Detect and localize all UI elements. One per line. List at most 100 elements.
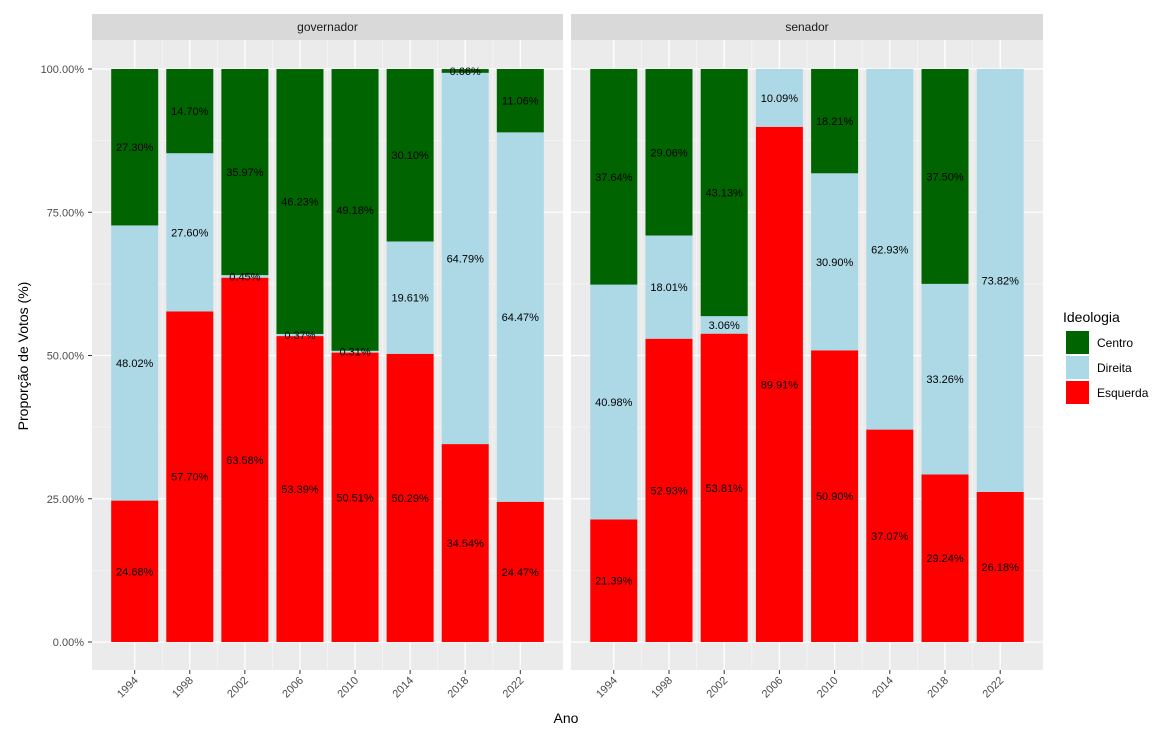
bar-direita xyxy=(166,153,214,312)
bar-direita xyxy=(590,284,638,520)
facet-strip xyxy=(92,14,563,40)
legend-label-centro: Centro xyxy=(1097,336,1133,350)
bar-esquerda xyxy=(331,352,379,642)
bar-esquerda xyxy=(921,474,969,642)
data-label: 34.54% xyxy=(447,538,485,550)
bar-direita xyxy=(331,350,379,353)
bar-direita xyxy=(221,275,269,278)
panel-senador: senador 21.39% 40.98% 37.64% 52.93% 18.01% 29.… xyxy=(571,14,1043,700)
bar-esquerda xyxy=(441,444,489,642)
data-label: 37.07% xyxy=(871,531,909,543)
data-label: 18.01% xyxy=(650,282,688,294)
bar-direita xyxy=(811,173,859,351)
x-axis-title: Ano xyxy=(554,710,579,726)
bar-centro xyxy=(590,68,638,285)
data-label: 37.50% xyxy=(926,171,964,183)
bar-direita xyxy=(755,69,803,127)
x-tick-label: 2006 xyxy=(760,675,786,701)
data-label: 50.90% xyxy=(816,491,854,503)
data-label: 27.60% xyxy=(171,227,209,239)
x-tick-label: 2002 xyxy=(225,675,251,701)
data-label: 14.70% xyxy=(171,106,209,118)
bar-esquerda xyxy=(866,429,914,642)
data-label: 35.97% xyxy=(226,167,264,179)
bar-centro xyxy=(496,69,544,133)
bar-centro xyxy=(111,69,159,226)
data-label: 73.82% xyxy=(982,275,1020,287)
data-label: 10.09% xyxy=(761,93,799,105)
x-tick-label: 1994 xyxy=(594,675,620,701)
bar-esquerda xyxy=(221,277,269,642)
data-label: 53.39% xyxy=(281,484,319,496)
y-axis-title: Proporção de Votos (%) xyxy=(15,282,31,431)
bar-esquerda xyxy=(276,336,324,642)
bar-centro xyxy=(221,69,269,276)
x-tick-label: 1994 xyxy=(115,675,141,701)
data-label: 50.51% xyxy=(336,492,374,504)
bar-direita xyxy=(645,235,693,339)
y-tick-label: 100.00% xyxy=(41,64,85,76)
legend-label-esquerda: Esquerda xyxy=(1097,386,1149,400)
y-tick-label: 75.00% xyxy=(47,207,85,219)
bar-esquerda xyxy=(755,126,803,643)
bar-esquerda xyxy=(976,491,1024,642)
data-label: 89.91% xyxy=(761,379,799,391)
data-label: 43.13% xyxy=(706,188,744,200)
bar-direita xyxy=(496,132,544,502)
bar-centro xyxy=(921,69,969,284)
data-label: 53.81% xyxy=(706,483,744,495)
legend-label-direita: Direita xyxy=(1097,361,1132,375)
data-label: 29.24% xyxy=(926,553,964,565)
data-label: 48.02% xyxy=(116,358,154,370)
data-label: 19.61% xyxy=(391,293,429,305)
bar-esquerda xyxy=(811,350,859,642)
bar-centro xyxy=(331,69,379,351)
data-label: 24.47% xyxy=(502,567,540,579)
y-tick-label: 50.00% xyxy=(47,351,85,363)
facet-strip-label: senador xyxy=(785,20,828,34)
data-label: 30.10% xyxy=(391,150,429,162)
bar-direita xyxy=(866,69,914,430)
y-axis: 0.00% 25.00% 50.00% 75.00% 100.00% xyxy=(41,64,92,649)
x-tick-label: 2014 xyxy=(870,675,896,701)
x-tick-label: 2018 xyxy=(925,675,951,701)
bar-centro xyxy=(276,69,324,334)
data-label: 24.68% xyxy=(116,566,154,578)
x-tick-label: 2010 xyxy=(815,675,841,701)
data-label: 26.18% xyxy=(982,562,1020,574)
bar-esquerda xyxy=(700,333,748,642)
bar-direita xyxy=(111,225,159,501)
data-label: 0.45% xyxy=(229,271,260,283)
x-tick-label: 2010 xyxy=(335,675,361,701)
data-label: 49.18% xyxy=(336,205,374,217)
bar-direita xyxy=(976,69,1024,492)
bar-direita xyxy=(921,283,969,475)
x-tick-label: 2006 xyxy=(280,675,306,701)
bar-esquerda xyxy=(166,311,214,642)
data-label: 63.58% xyxy=(226,455,264,467)
legend-title: Ideologia xyxy=(1063,309,1120,325)
x-tick-label: 1998 xyxy=(170,675,196,701)
bar-esquerda xyxy=(645,338,693,642)
bar-direita xyxy=(386,241,434,354)
bar-centro xyxy=(700,69,748,317)
data-label: 11.06% xyxy=(502,96,539,108)
bar-esquerda xyxy=(496,501,544,642)
legend-key-direita xyxy=(1066,356,1089,379)
data-label: 62.93% xyxy=(871,244,909,256)
legend-key-esquerda xyxy=(1066,381,1089,404)
data-label: 57.70% xyxy=(171,472,209,484)
data-label: 37.64% xyxy=(595,172,633,184)
data-label: 27.30% xyxy=(116,142,154,154)
data-label: 64.79% xyxy=(447,253,485,265)
data-label: 0.66% xyxy=(450,66,481,78)
bar-direita xyxy=(441,72,489,445)
x-tick-label: 2014 xyxy=(390,675,416,701)
data-label: 21.39% xyxy=(595,576,633,588)
data-label: 0.31% xyxy=(339,347,370,359)
bar-centro xyxy=(441,69,489,73)
data-label: 29.06% xyxy=(650,147,688,159)
x-tick-label: 2022 xyxy=(981,675,1007,701)
x-tick-label: 1998 xyxy=(649,675,675,701)
